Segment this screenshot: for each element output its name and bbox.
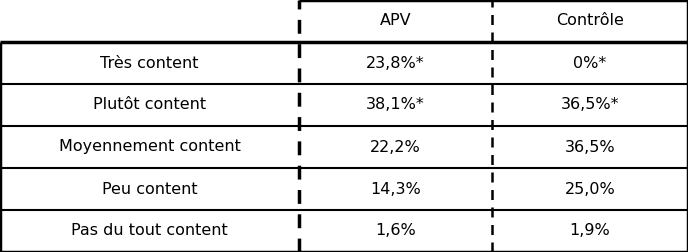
Text: Peu content: Peu content bbox=[102, 181, 197, 197]
Bar bbox=[299, 0, 492, 42]
Bar bbox=[0, 168, 299, 210]
Bar bbox=[492, 42, 688, 84]
Bar bbox=[299, 168, 492, 210]
Bar bbox=[492, 0, 688, 42]
Bar bbox=[0, 0, 299, 42]
Text: Moyennement content: Moyennement content bbox=[58, 140, 241, 154]
Text: 23,8%*: 23,8%* bbox=[366, 55, 425, 71]
Text: 36,5%*: 36,5%* bbox=[561, 98, 619, 112]
Text: 36,5%: 36,5% bbox=[565, 140, 615, 154]
Text: Contrôle: Contrôle bbox=[556, 14, 624, 28]
Bar bbox=[0, 210, 299, 252]
Bar bbox=[299, 42, 492, 84]
Bar bbox=[299, 210, 492, 252]
Bar bbox=[492, 126, 688, 168]
Text: 0%*: 0%* bbox=[573, 55, 607, 71]
Text: APV: APV bbox=[380, 14, 411, 28]
Text: 14,3%: 14,3% bbox=[370, 181, 421, 197]
Bar bbox=[299, 126, 492, 168]
Text: Très content: Très content bbox=[100, 55, 199, 71]
Bar bbox=[0, 42, 299, 84]
Text: 1,6%: 1,6% bbox=[375, 224, 416, 238]
Text: 1,9%: 1,9% bbox=[570, 224, 610, 238]
Text: Pas du tout content: Pas du tout content bbox=[72, 224, 228, 238]
Bar bbox=[492, 210, 688, 252]
Text: 22,2%: 22,2% bbox=[370, 140, 421, 154]
Bar bbox=[0, 84, 299, 126]
Bar bbox=[0, 126, 299, 168]
Bar bbox=[299, 84, 492, 126]
Text: Plutôt content: Plutôt content bbox=[93, 98, 206, 112]
Bar bbox=[492, 168, 688, 210]
Text: 38,1%*: 38,1%* bbox=[366, 98, 425, 112]
Text: 25,0%: 25,0% bbox=[565, 181, 615, 197]
Bar bbox=[492, 84, 688, 126]
